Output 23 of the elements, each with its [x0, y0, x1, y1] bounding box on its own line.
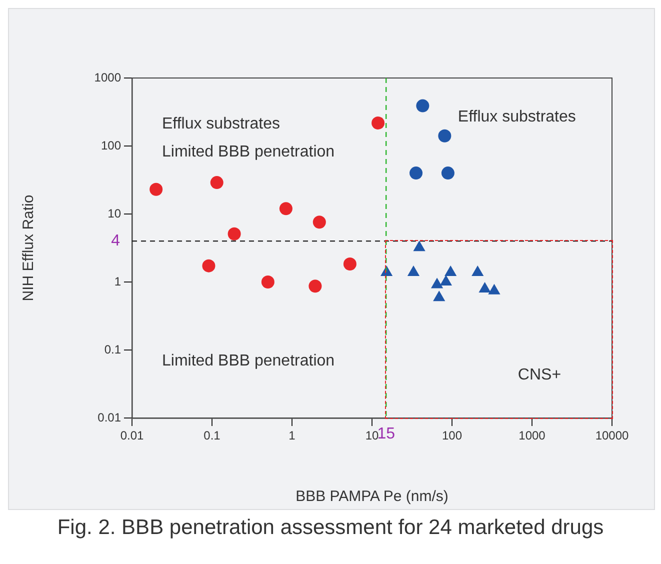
annotation: Efflux substrates	[162, 115, 280, 132]
x-tick-label: 1	[288, 428, 296, 443]
y-tick-label: 100	[100, 138, 122, 152]
x-tick-label: 100	[442, 428, 462, 443]
y-tick-label: 0.01	[98, 410, 122, 424]
annotation: Limited BBB penetration	[162, 144, 335, 161]
x-axis-title: BBB PAMPA Pe (nm/s)	[296, 488, 448, 506]
y-axis-title: NIH Efflux Ratio	[20, 194, 38, 302]
caption: Fig. 2. BBB penetration assessment for 24 marketed drugs	[56, 516, 605, 540]
x-tick-label: 0.01	[120, 428, 144, 443]
annotation: Limited BBB penetration	[162, 352, 335, 370]
annotation: Efflux substrates	[458, 108, 576, 126]
y-tick-label: 1000	[94, 70, 122, 84]
x-tick-label: 1000	[518, 428, 546, 443]
x-tick-label: 10	[365, 428, 379, 443]
annotation: CNS+	[518, 366, 562, 384]
ref-line-label: 15	[377, 425, 396, 442]
y-tick-label: 10	[108, 206, 122, 220]
y-tick-label: 1	[114, 274, 122, 288]
ref-line-label: 4	[111, 232, 120, 250]
y-tick-label: 0.1	[104, 342, 122, 356]
x-tick-label: 10000	[595, 428, 630, 443]
x-tick-label: 0.1	[204, 428, 221, 443]
